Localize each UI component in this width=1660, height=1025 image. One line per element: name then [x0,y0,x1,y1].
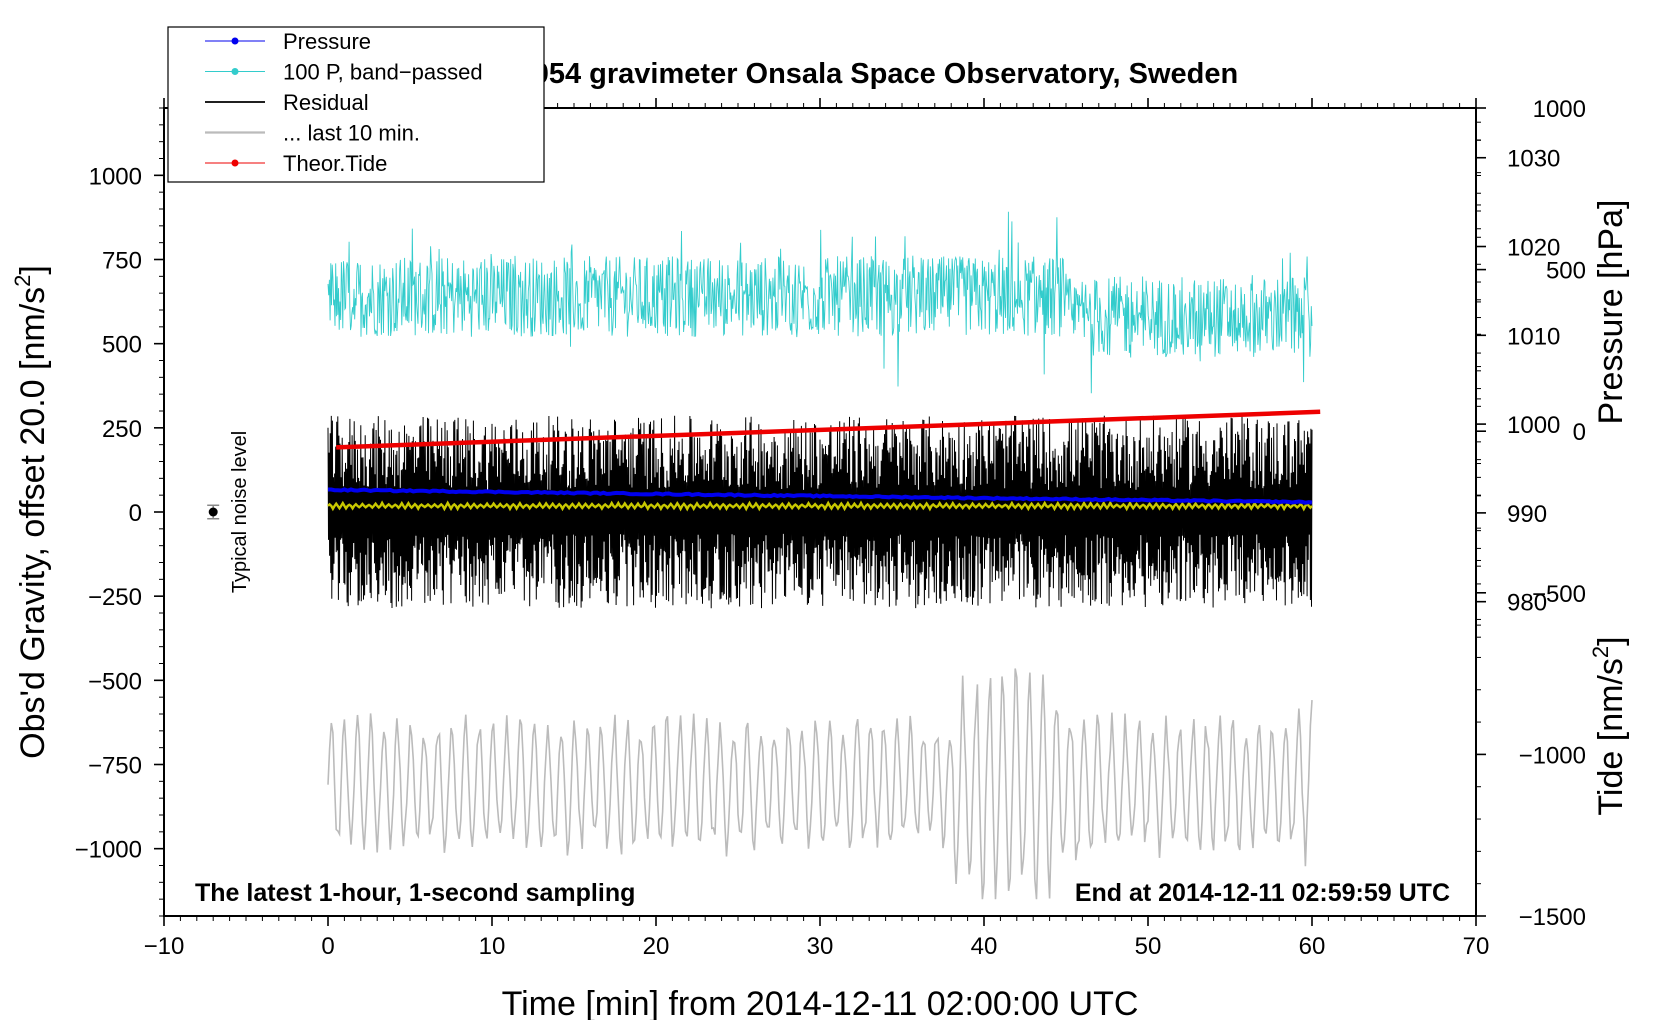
y-pressure-tick-label: 1000 [1507,412,1560,439]
end-time-note: End at 2014-12-11 02:59:59 UTC [1075,879,1450,907]
legend-label: ... last 10 min. [283,121,420,146]
y-pressure-tick-label: 1020 [1507,235,1560,262]
noise-indicator: Typical noise level [207,431,251,593]
x-tick-label: −10 [144,933,185,960]
x-tick-label: 60 [1299,933,1326,960]
x-tick-label: 0 [321,933,334,960]
y-axis-tide-label: Tide [nm/s2] [1588,636,1630,815]
y-left-tick-label: −750 [88,753,142,780]
series-theor-tide [336,409,1321,450]
y-axis-tide-label-main: Tide [nm/s [1592,658,1630,815]
y-left-tick-label: 1000 [89,163,142,190]
y-axis-left-label-sup: 2 [10,275,35,287]
sampling-note: The latest 1-hour, 1-second sampling [195,879,635,907]
legend-label: Residual [283,90,369,115]
series-residual [327,415,1313,609]
y-pressure-tick-label: 1030 [1507,146,1560,173]
legend-marker [231,37,239,45]
y-pressure-tick-label: 990 [1507,501,1547,528]
y-tide-tick-label: 0 [1573,419,1586,446]
y-left-tick-label: −250 [88,584,142,611]
x-tick-label: 20 [643,933,670,960]
y-pressure-tick-label: 1010 [1507,323,1560,350]
legend-marker [231,159,239,167]
y-tide-tick-label: 1000 [1533,96,1586,123]
y-axis-tide-label-sup: 2 [1588,646,1613,658]
x-tick-label: 40 [971,933,998,960]
legend: Pressure 100 P, band−passed Residual ... la… [167,26,545,183]
legend-label: 100 P, band−passed [283,60,483,85]
series-band-passed [327,211,1313,394]
noise-label: Typical noise level [229,431,251,593]
y-left-tick-label: 0 [129,500,142,527]
x-axis-label: Time [min] from 2014-12-11 02:00:00 UTC [502,985,1139,1020]
y-axis-left-label-close: ] [14,265,52,274]
y-tide-tick-label: 500 [1546,258,1586,285]
y-left-tick-label: −1000 [75,837,142,864]
y-left-tick-label: 500 [102,332,142,359]
y-axis-left-label-main: Obs'd Gravity, offset 20.0 [nm/s [14,287,52,759]
y-pressure-tick-label: 980 [1507,590,1547,617]
y-left-tick-label: 750 [102,248,142,275]
x-tick-label: 70 [1463,933,1490,960]
y-tide-tick-label: −500 [1532,581,1586,608]
legend-box [167,26,545,183]
y-axis-left-label: Obs'd Gravity, offset 20.0 [nm/s2] [10,265,52,759]
noise-point [208,507,218,517]
series-residual-smoothed [327,500,1313,512]
series-pressure [328,487,1313,505]
x-tick-label: 30 [807,933,834,960]
x-tick-label: 50 [1135,933,1162,960]
y-tide-tick-label: −1500 [1519,904,1586,931]
legend-label: Pressure [283,29,371,54]
x-tick-label: 10 [479,933,506,960]
chart-title: SCG_054 gravimeter Onsala Space Observat… [454,58,1238,90]
y-tide-tick-label: −1000 [1519,742,1586,769]
y-left-tick-label: −500 [88,668,142,695]
y-axis-tide-label-close: ] [1592,636,1630,645]
y-left-tick-label: 250 [102,416,142,443]
legend-marker [231,68,239,75]
legend-label: Theor.Tide [283,151,387,176]
y-axis-pressure-label: Pressure [hPa] [1592,200,1630,425]
series-last-10-min [327,668,1313,900]
